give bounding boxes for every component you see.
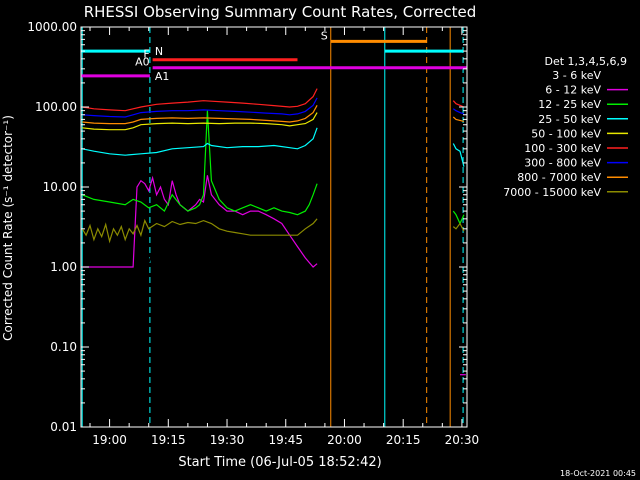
series-line (82, 127, 318, 156)
legend-entry-label: 12 - 25 keV (538, 98, 601, 111)
x-tick-label: 20:15 (386, 433, 421, 447)
flag-label: S (321, 29, 328, 42)
legend-entry-label: 50 - 100 keV (531, 127, 601, 140)
legend-entry-label: 25 - 50 keV (538, 113, 601, 126)
chart-title: RHESSI Observing Summary Count Rates, Co… (84, 3, 477, 21)
y-tick-label: 100.00 (35, 100, 77, 114)
y-tick-label: 0.01 (50, 420, 77, 434)
x-tick-label: 19:45 (268, 433, 303, 447)
legend-title: Det 1,3,4,5,6,9 (544, 55, 627, 68)
series-line (82, 231, 318, 330)
x-tick-label: 19:15 (151, 433, 186, 447)
series-line (452, 116, 465, 122)
x-tick-label: 20:00 (327, 433, 362, 447)
legend-entry-label: 300 - 800 keV (524, 157, 601, 170)
series-line (82, 88, 318, 112)
legend-entry-label: 6 - 12 keV (545, 84, 601, 97)
series-line (81, 218, 318, 244)
series-line (81, 110, 318, 216)
flag-label: A0 (135, 56, 150, 69)
legend-entry-label: 7000 - 15000 keV (503, 186, 601, 199)
vertical-markers (81, 27, 464, 427)
flag-label: F (143, 48, 149, 61)
flag-label: N (155, 45, 163, 58)
series-line (82, 112, 318, 131)
legend-entry-label: 100 - 300 keV (524, 142, 601, 155)
y-tick-label: 0.10 (50, 340, 77, 354)
y-tick-label: 1.00 (50, 260, 77, 274)
series-line (452, 100, 465, 108)
x-axis-label: Start Time (06-Jul-05 18:52:42) (178, 455, 381, 470)
footer-timestamp: 18-Oct-2021 00:45 (560, 469, 636, 478)
series-line (452, 143, 465, 167)
series-line (452, 210, 465, 225)
y-axis-label: Corrected Count Rate (s⁻¹ detector⁻¹) (1, 115, 15, 341)
flag-label: A1 (155, 70, 170, 83)
y-tick-label: 1000.00 (27, 20, 77, 34)
x-tick-label: 20:30 (445, 433, 480, 447)
x-axis-ticks: 19:00 19:15 19:30 19:45 20:00 20:15 20:30 (89, 27, 480, 447)
y-tick-label: 10.00 (43, 180, 77, 194)
series-layer (81, 88, 466, 376)
series-line (452, 108, 465, 115)
plot-frame (80, 26, 468, 428)
legend-entry-label: 3 - 6 keV (552, 69, 601, 82)
legend-entry-label: 800 - 7000 keV (517, 171, 601, 184)
y-axis-ticks: 1000.00 100.00 10.00 1.00 0.10 0.01 (27, 20, 467, 434)
x-tick-label: 19:30 (210, 433, 245, 447)
series-line (82, 97, 318, 118)
series-line (82, 105, 318, 125)
series-line (452, 222, 465, 232)
x-tick-label: 19:00 (92, 433, 127, 447)
